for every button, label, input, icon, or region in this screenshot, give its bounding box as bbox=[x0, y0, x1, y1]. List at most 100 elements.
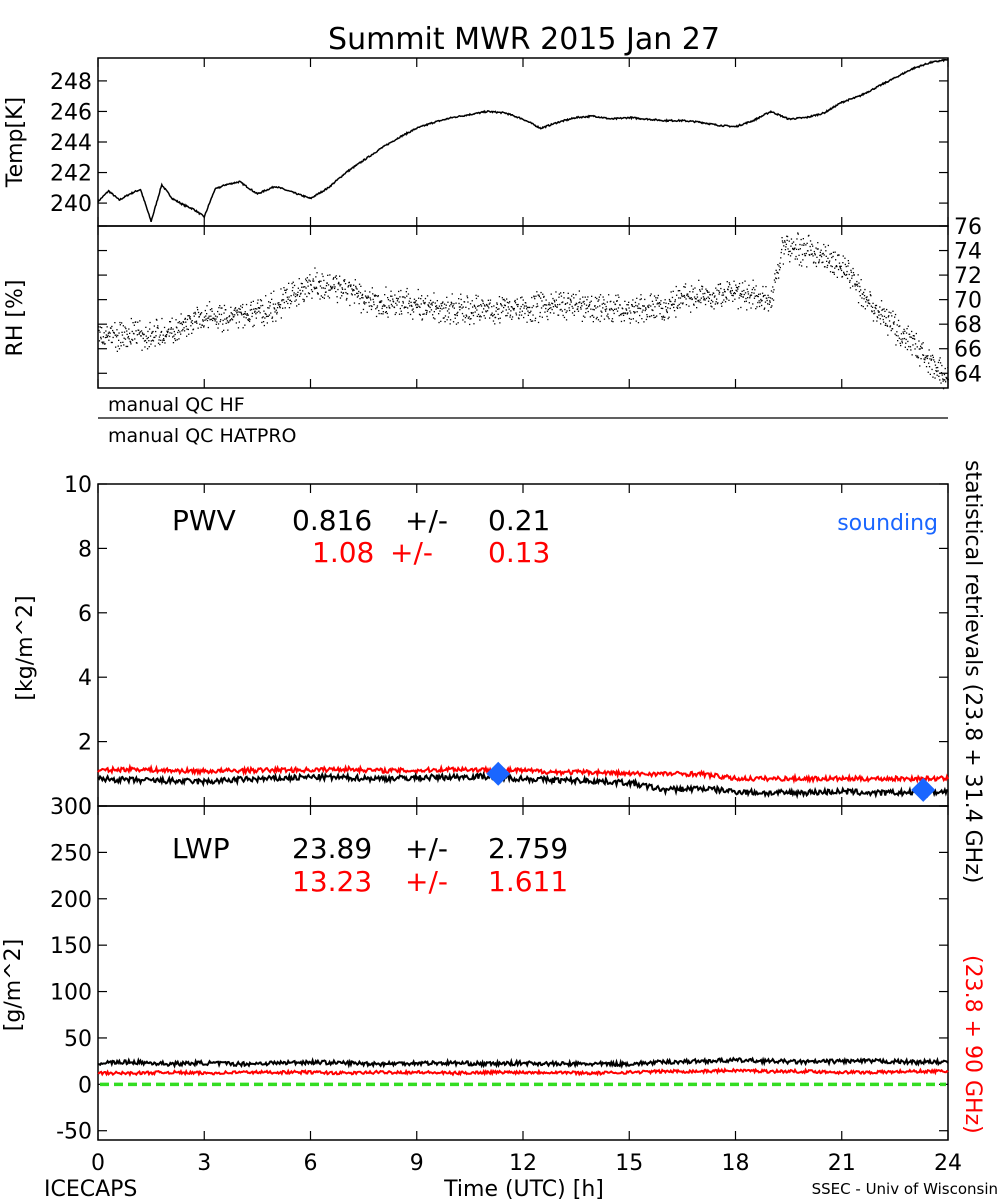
rh-point bbox=[891, 328, 894, 330]
rh-point bbox=[731, 294, 733, 296]
rh-point bbox=[344, 283, 347, 285]
rh-point bbox=[792, 248, 794, 250]
rh-point bbox=[238, 321, 240, 323]
rh-point bbox=[156, 319, 158, 321]
rh-point bbox=[147, 336, 149, 339]
rh-point bbox=[668, 298, 671, 301]
rh-point bbox=[196, 306, 198, 309]
rh-point bbox=[395, 302, 397, 304]
rh-point bbox=[606, 301, 608, 303]
rh-point bbox=[162, 339, 164, 341]
rh-point bbox=[411, 309, 413, 311]
pwv-tick-label: 10 bbox=[64, 473, 92, 498]
rh-point bbox=[797, 232, 799, 234]
pwv-red-sd: 0.13 bbox=[488, 536, 550, 569]
rh-point bbox=[159, 334, 161, 336]
rh-point bbox=[640, 294, 642, 296]
rh-point bbox=[296, 305, 298, 307]
rh-point bbox=[939, 379, 941, 381]
rh-point bbox=[934, 377, 936, 379]
rh-point bbox=[850, 271, 852, 273]
rh-point bbox=[844, 257, 846, 259]
rh-point bbox=[320, 280, 322, 282]
rh-point bbox=[639, 307, 642, 310]
rh-point bbox=[543, 295, 545, 298]
rh-point bbox=[413, 301, 415, 304]
rh-point bbox=[515, 312, 517, 314]
rh-point bbox=[398, 290, 400, 293]
rh-point bbox=[206, 305, 208, 307]
rh-point bbox=[117, 334, 119, 337]
rh-point bbox=[130, 343, 132, 345]
temperature-series-line bbox=[97, 58, 949, 222]
rh-point bbox=[219, 320, 221, 323]
rh-point bbox=[179, 331, 181, 333]
rh-point bbox=[124, 326, 126, 328]
rh-point bbox=[416, 306, 418, 308]
rh-point bbox=[334, 286, 336, 288]
rh-point bbox=[684, 286, 686, 288]
rh-point bbox=[616, 300, 618, 302]
rh-point bbox=[231, 319, 234, 321]
rh-point bbox=[615, 308, 617, 310]
rh-point bbox=[510, 310, 512, 312]
rh-point bbox=[710, 305, 712, 307]
rh-point bbox=[730, 290, 732, 292]
rh-point bbox=[896, 331, 898, 333]
rh-point bbox=[831, 256, 833, 259]
rh-point bbox=[149, 321, 151, 324]
rh-point bbox=[737, 308, 739, 310]
rh-point bbox=[811, 243, 813, 245]
rh-point bbox=[677, 290, 679, 292]
rh-point bbox=[141, 332, 144, 334]
rh-point bbox=[268, 314, 271, 316]
rh-point bbox=[840, 269, 843, 272]
rh-point bbox=[310, 284, 312, 286]
rh-point bbox=[870, 295, 872, 297]
rh-tick-label: 70 bbox=[954, 289, 982, 314]
rh-point bbox=[172, 336, 174, 338]
rh-point bbox=[335, 275, 337, 277]
rh-point bbox=[639, 314, 641, 317]
rh-point bbox=[243, 313, 246, 315]
rh-point bbox=[732, 295, 734, 297]
rh-point bbox=[915, 354, 917, 357]
rh-point bbox=[384, 311, 387, 314]
rh-point bbox=[111, 325, 113, 328]
rh-point bbox=[726, 281, 728, 283]
rh-point bbox=[804, 254, 807, 257]
rh-point bbox=[842, 255, 844, 257]
rh-point bbox=[158, 336, 161, 338]
rh-point bbox=[570, 299, 572, 302]
rh-point bbox=[356, 292, 358, 294]
rh-point bbox=[126, 345, 129, 348]
rh-point bbox=[411, 305, 413, 307]
rh-point bbox=[704, 299, 706, 301]
rh-point bbox=[117, 345, 119, 347]
rh-point bbox=[877, 311, 880, 313]
rh-point bbox=[421, 319, 423, 321]
rh-point bbox=[381, 307, 383, 310]
rh-point bbox=[169, 332, 171, 334]
rh-point bbox=[537, 321, 540, 324]
rh-point bbox=[336, 278, 338, 280]
rh-point bbox=[849, 279, 851, 282]
rh-point bbox=[742, 296, 744, 298]
rh-point bbox=[107, 334, 109, 336]
rh-point bbox=[733, 293, 735, 295]
rh-point bbox=[467, 301, 469, 303]
rh-point bbox=[937, 361, 940, 364]
x-axis-label: Time (UTC) [h] bbox=[443, 1177, 604, 1200]
rh-point bbox=[904, 346, 906, 348]
rh-point bbox=[601, 303, 603, 305]
rh-point bbox=[131, 338, 133, 341]
rh-point bbox=[223, 312, 225, 314]
rh-point bbox=[770, 290, 773, 292]
rh-point bbox=[657, 294, 659, 297]
rh-point bbox=[218, 307, 220, 309]
rh-point bbox=[626, 313, 628, 315]
rh-point bbox=[925, 366, 928, 368]
rh-point bbox=[504, 304, 506, 307]
rh-point bbox=[555, 291, 557, 293]
